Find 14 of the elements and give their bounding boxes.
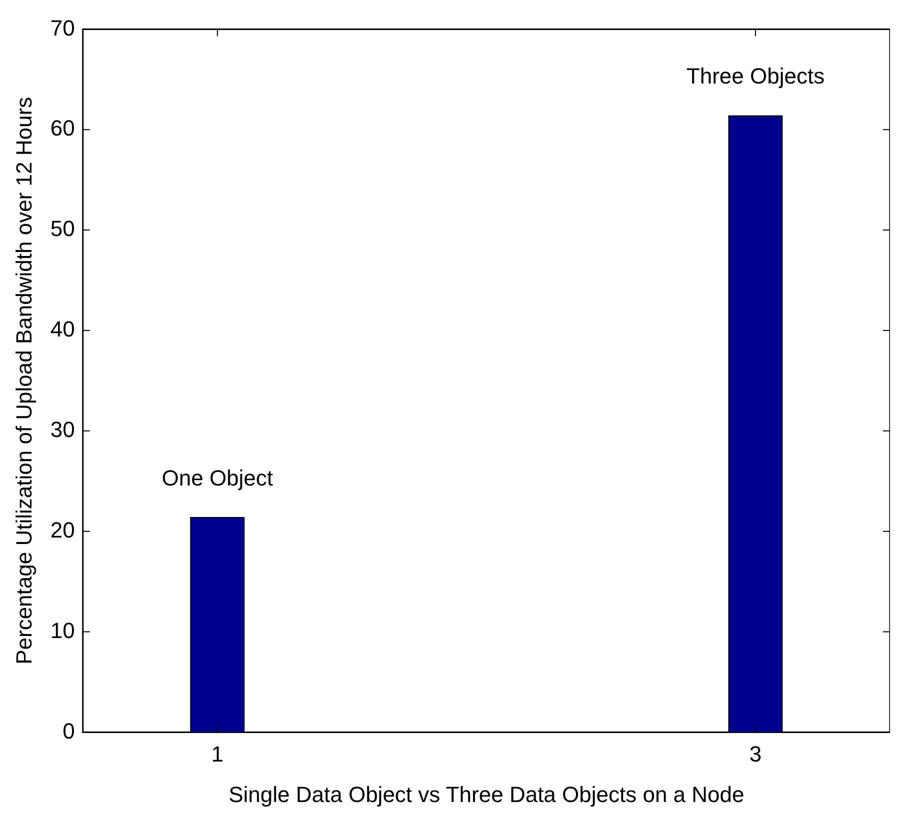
x-tick-label: 1 (211, 741, 224, 766)
y-tick-label: 70 (50, 15, 75, 40)
y-tick-label: 20 (50, 517, 75, 542)
y-tick-label: 0 (62, 718, 75, 744)
x-tick-label: 3 (749, 741, 762, 766)
y-tick-label: 40 (50, 316, 75, 342)
annotation: One Object (162, 465, 274, 490)
y-tick-label: 50 (50, 216, 75, 242)
x-axis-title: Single Data Object vs Three Data Objects on a Node (228, 782, 744, 807)
y-tick-label: 10 (50, 618, 75, 643)
y-tick-label: 30 (50, 416, 75, 442)
annotation: Three Objects (686, 64, 825, 89)
y-tick-label: 60 (50, 116, 75, 141)
y-axis-title: Percentage Utilization of Upload Bandwidth over 12 Hours (11, 96, 36, 664)
